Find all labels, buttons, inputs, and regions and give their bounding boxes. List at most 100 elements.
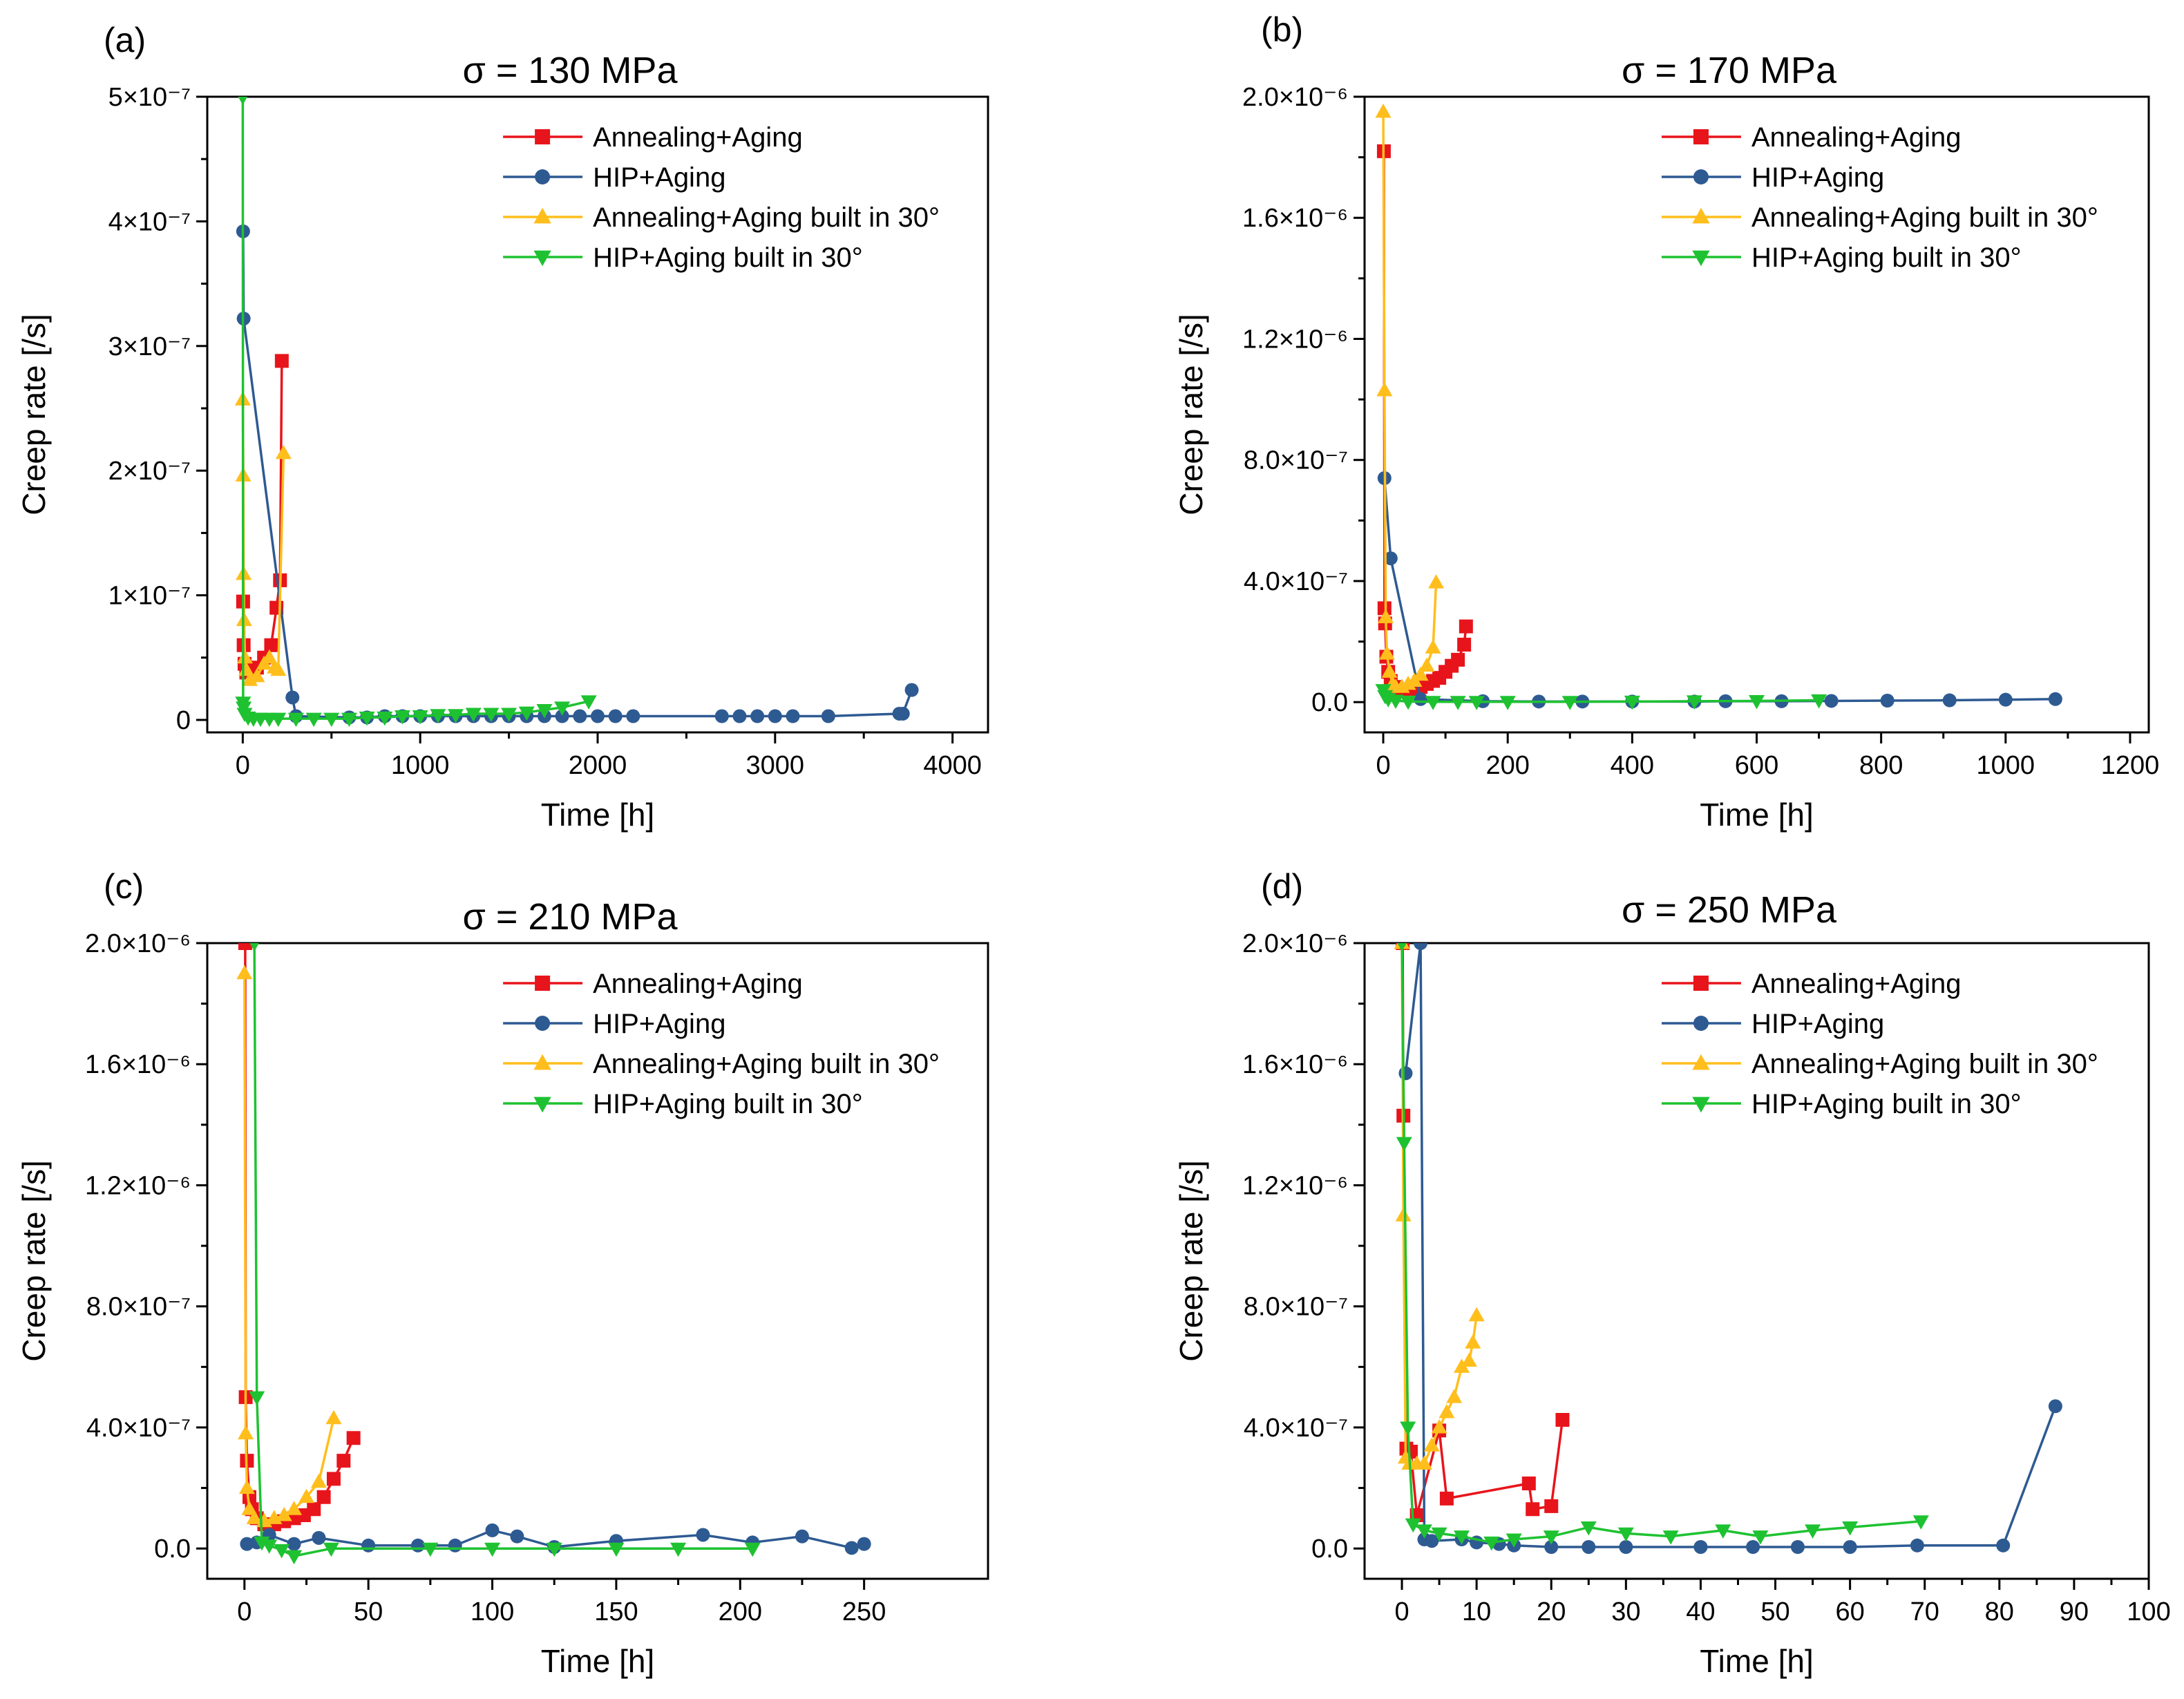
y-tick-label: 5×10⁻⁷ <box>108 83 191 112</box>
data-point <box>1416 1455 1432 1470</box>
y-tick-label: 1.2×10⁻⁶ <box>1242 325 1348 354</box>
legend-entry: Annealing+Aging built in 30° <box>1661 1049 2098 1079</box>
data-point <box>1506 1533 1522 1548</box>
data-point <box>786 709 800 723</box>
data-point <box>448 709 464 723</box>
data-point <box>895 706 910 721</box>
data-point <box>1383 551 1398 566</box>
legend-entry: HIP+Aging <box>503 162 725 193</box>
data-point <box>555 709 569 723</box>
chart-title: σ = 250 MPa <box>1622 889 1837 931</box>
legend-marker <box>533 1097 551 1113</box>
legend-entry: Annealing+Aging <box>1661 969 1962 999</box>
data-point <box>844 1541 859 1555</box>
data-point <box>1428 574 1445 589</box>
x-tick-label: 400 <box>1611 751 1654 780</box>
data-point <box>714 709 729 723</box>
data-point <box>1425 1534 1439 1548</box>
x-axis-label: Time [h] <box>541 1643 654 1679</box>
plot-area <box>234 97 919 728</box>
series-line <box>244 943 355 1526</box>
x-tick-label: 200 <box>1485 751 1529 780</box>
x-tick-label: 60 <box>1835 1597 1864 1626</box>
y-tick-label: 8.0×10⁻⁷ <box>1244 1293 1348 1322</box>
x-axis-label: Time [h] <box>1700 797 1813 833</box>
data-point <box>236 649 253 664</box>
data-point <box>1555 1413 1570 1427</box>
data-point <box>1468 696 1485 710</box>
x-axis-label: Time [h] <box>541 797 654 833</box>
data-point <box>305 712 322 728</box>
legend-marker <box>1692 1054 1710 1070</box>
series-line <box>241 399 285 681</box>
data-point <box>307 1502 321 1517</box>
data-point <box>323 712 340 728</box>
data-point <box>1418 657 1435 672</box>
data-point <box>670 1542 687 1557</box>
y-axis-label: Creep rate [/s] <box>1173 314 1209 515</box>
data-point <box>1910 1538 1924 1553</box>
x-tick-label: 80 <box>1985 1597 2014 1626</box>
data-point <box>501 708 517 722</box>
legend-marker <box>1693 169 1709 184</box>
legend-entry: Annealing+Aging <box>503 969 803 999</box>
data-point <box>1459 619 1473 634</box>
legend-marker <box>1692 250 1710 267</box>
y-tick-label: 2×10⁻⁷ <box>108 457 191 486</box>
x-tick-label: 200 <box>719 1597 762 1626</box>
data-point <box>1387 694 1404 709</box>
data-point <box>1811 694 1827 709</box>
legend-entry: HIP+Aging built in 30° <box>1661 1089 2022 1119</box>
data-point <box>1662 1530 1679 1545</box>
data-point <box>326 1472 341 1486</box>
data-point <box>1580 1521 1597 1536</box>
data-point <box>276 1507 292 1521</box>
data-point <box>1397 943 1407 951</box>
x-tick-label: 1000 <box>1977 751 2035 780</box>
data-point <box>1378 645 1395 660</box>
y-tick-label: 8.0×10⁻⁷ <box>86 1293 191 1322</box>
x-tick-label: 100 <box>471 1597 514 1626</box>
x-tick-label: 40 <box>1686 1597 1715 1626</box>
plot-area <box>1394 943 2062 1554</box>
data-point <box>518 706 535 721</box>
data-point <box>1746 1540 1760 1554</box>
panel-label: (b) <box>1261 10 1303 49</box>
plot-area <box>236 943 871 1565</box>
legend-label: HIP+Aging built in 30° <box>1751 1089 2022 1119</box>
y-tick-label: 1.2×10⁻⁶ <box>1242 1171 1348 1200</box>
data-point <box>310 1473 327 1488</box>
y-tick-label: 2.0×10⁻⁶ <box>1242 83 1348 112</box>
legend-label: HIP+Aging built in 30° <box>593 1089 863 1119</box>
legend-label: Annealing+Aging built in 30° <box>593 202 940 233</box>
data-point <box>325 1409 342 1425</box>
y-axis-label: Creep rate [/s] <box>16 1160 52 1361</box>
data-point <box>857 1537 871 1551</box>
legend-label: Annealing+Aging built in 30° <box>1751 1049 2098 1079</box>
legend-label: HIP+Aging built in 30° <box>593 243 863 273</box>
data-point <box>1405 1518 1421 1533</box>
data-point <box>1996 1538 2011 1553</box>
data-point <box>264 638 278 652</box>
y-tick-label: 4×10⁻⁷ <box>108 207 191 236</box>
data-point <box>608 709 623 723</box>
data-point <box>287 712 304 728</box>
plot-frame <box>1363 942 2150 1580</box>
data-point <box>246 1510 263 1524</box>
chart-panel-1: (b) σ = 170 MPa 0 200 400 600 800 1000 1200 0.0 4.… <box>1173 10 2159 833</box>
series-line <box>1404 943 2057 1548</box>
data-point <box>422 1542 439 1557</box>
legend-entry: Annealing+Aging <box>503 122 803 153</box>
data-point <box>270 661 287 676</box>
data-point <box>336 1454 351 1468</box>
data-point <box>696 1528 710 1542</box>
x-tick-label: 800 <box>1859 751 1903 780</box>
data-point <box>1624 695 1640 710</box>
legend-marker <box>1693 1016 1709 1031</box>
chart-title: σ = 210 MPa <box>462 896 678 938</box>
data-point <box>1454 1530 1470 1545</box>
data-point <box>238 1425 254 1440</box>
x-tick-label: 10 <box>1462 1597 1491 1626</box>
x-tick-label: 4000 <box>923 751 982 780</box>
